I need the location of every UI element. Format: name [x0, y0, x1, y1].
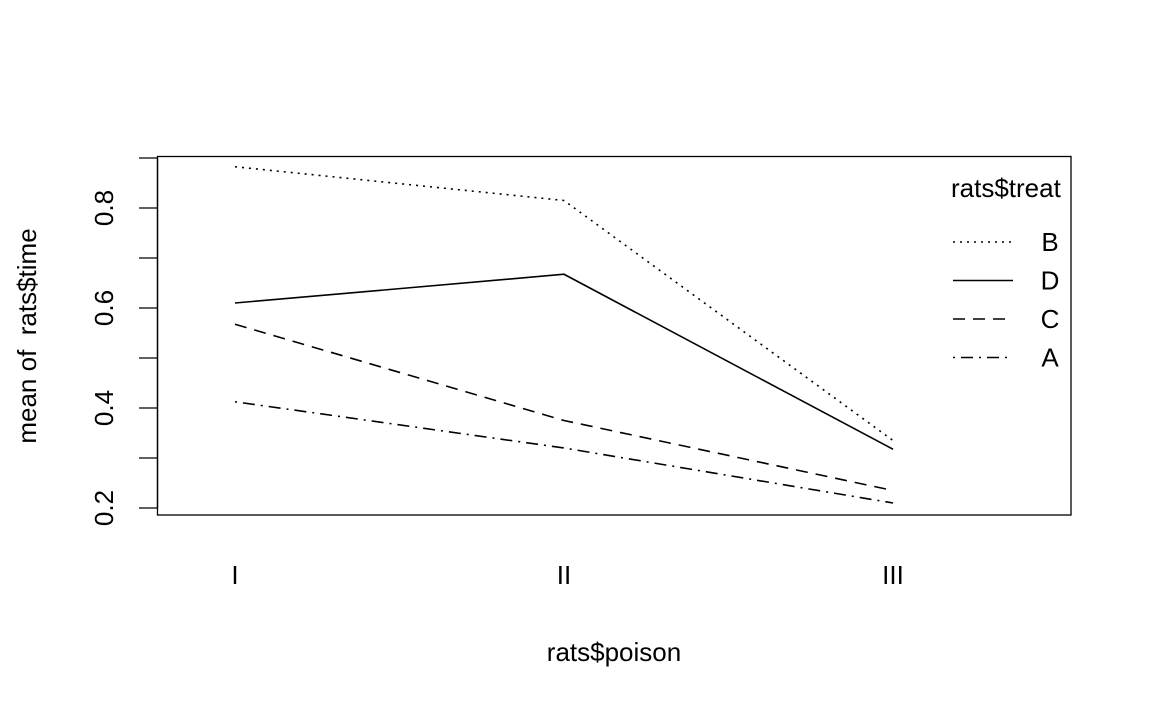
legend-label-D: D [1041, 266, 1060, 296]
y-axis: 0.2 0.4 0.6 0.8 [89, 157, 159, 526]
legend-label-B: B [1041, 227, 1058, 257]
series-line-B [234, 165, 894, 442]
legend-title: rats$treat [951, 173, 1062, 203]
x-axis-label: rats$poison [547, 637, 681, 667]
y-tick-label: 0.8 [89, 190, 119, 226]
plot-box [156, 155, 1072, 516]
x-axis: I II III [231, 560, 903, 590]
series-line-C [234, 323, 894, 492]
series-line-D [234, 273, 894, 450]
x-tick-label: II [557, 560, 571, 590]
series-line-A [234, 400, 894, 504]
y-tick-label: 0.4 [89, 390, 119, 426]
series-lines [234, 165, 894, 504]
legend-label-A: A [1041, 343, 1059, 373]
y-tick-label: 0.2 [89, 490, 119, 526]
x-tick-label: I [231, 560, 238, 590]
legend-label-C: C [1041, 304, 1060, 334]
y-tick-label: 0.6 [89, 290, 119, 326]
y-axis-label: mean of rats$time [12, 228, 42, 443]
x-tick-label: III [882, 560, 904, 590]
